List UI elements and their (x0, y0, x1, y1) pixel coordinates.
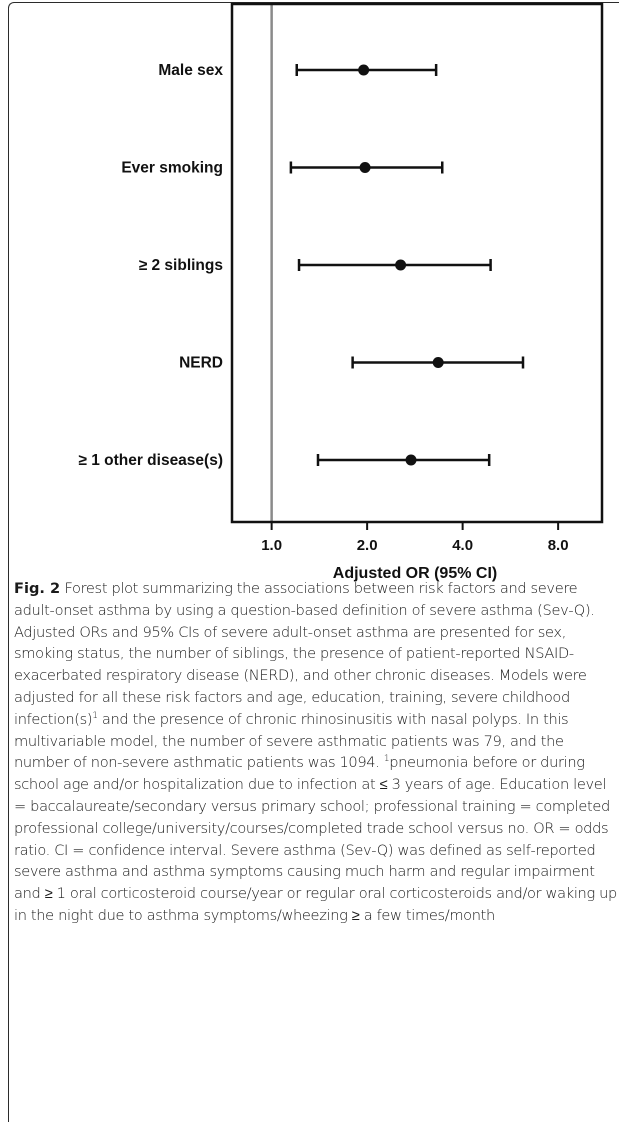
row-label: ≥ 1 other disease(s) (78, 452, 223, 469)
row-label: Male sex (158, 62, 223, 79)
figure-caption: Fig. 2 Forest plot summarizing the assoc… (14, 578, 622, 927)
or-point (358, 64, 370, 76)
row-label: Ever smoking (121, 160, 223, 177)
x-tick-label: 2.0 (357, 537, 378, 554)
or-point (432, 357, 444, 368)
footnote-marker-1: 1 (92, 710, 98, 721)
row-label: ≥ 2 siblings (139, 257, 223, 274)
figure-frame (8, 2, 619, 1122)
x-tick-label: 1.0 (261, 537, 282, 554)
x-tick-label: 8.0 (548, 537, 569, 554)
footnote-marker-2: 1 (383, 754, 390, 765)
plot-area-border (230, 2, 604, 524)
forest-plot: 1.0 2.0 4.0 8.0 Adjusted OR (95% CI) Male sex… (78, 2, 604, 582)
x-tick-label: 4.0 (452, 537, 473, 554)
caption-text-3: pneumonia before or during school age an… (14, 754, 617, 924)
row-label: NERD (179, 355, 223, 372)
x-axis-title: Adjusted OR (95% CI) (333, 565, 497, 582)
caption-text-2: and the presence of chronic rhinosinusit… (14, 710, 569, 772)
or-point (405, 454, 417, 466)
caption-text-1: Forest plot summarizing the associations… (14, 580, 595, 728)
or-point (395, 259, 407, 271)
figure-label: Fig. 2 (14, 580, 61, 597)
or-point (359, 162, 371, 173)
